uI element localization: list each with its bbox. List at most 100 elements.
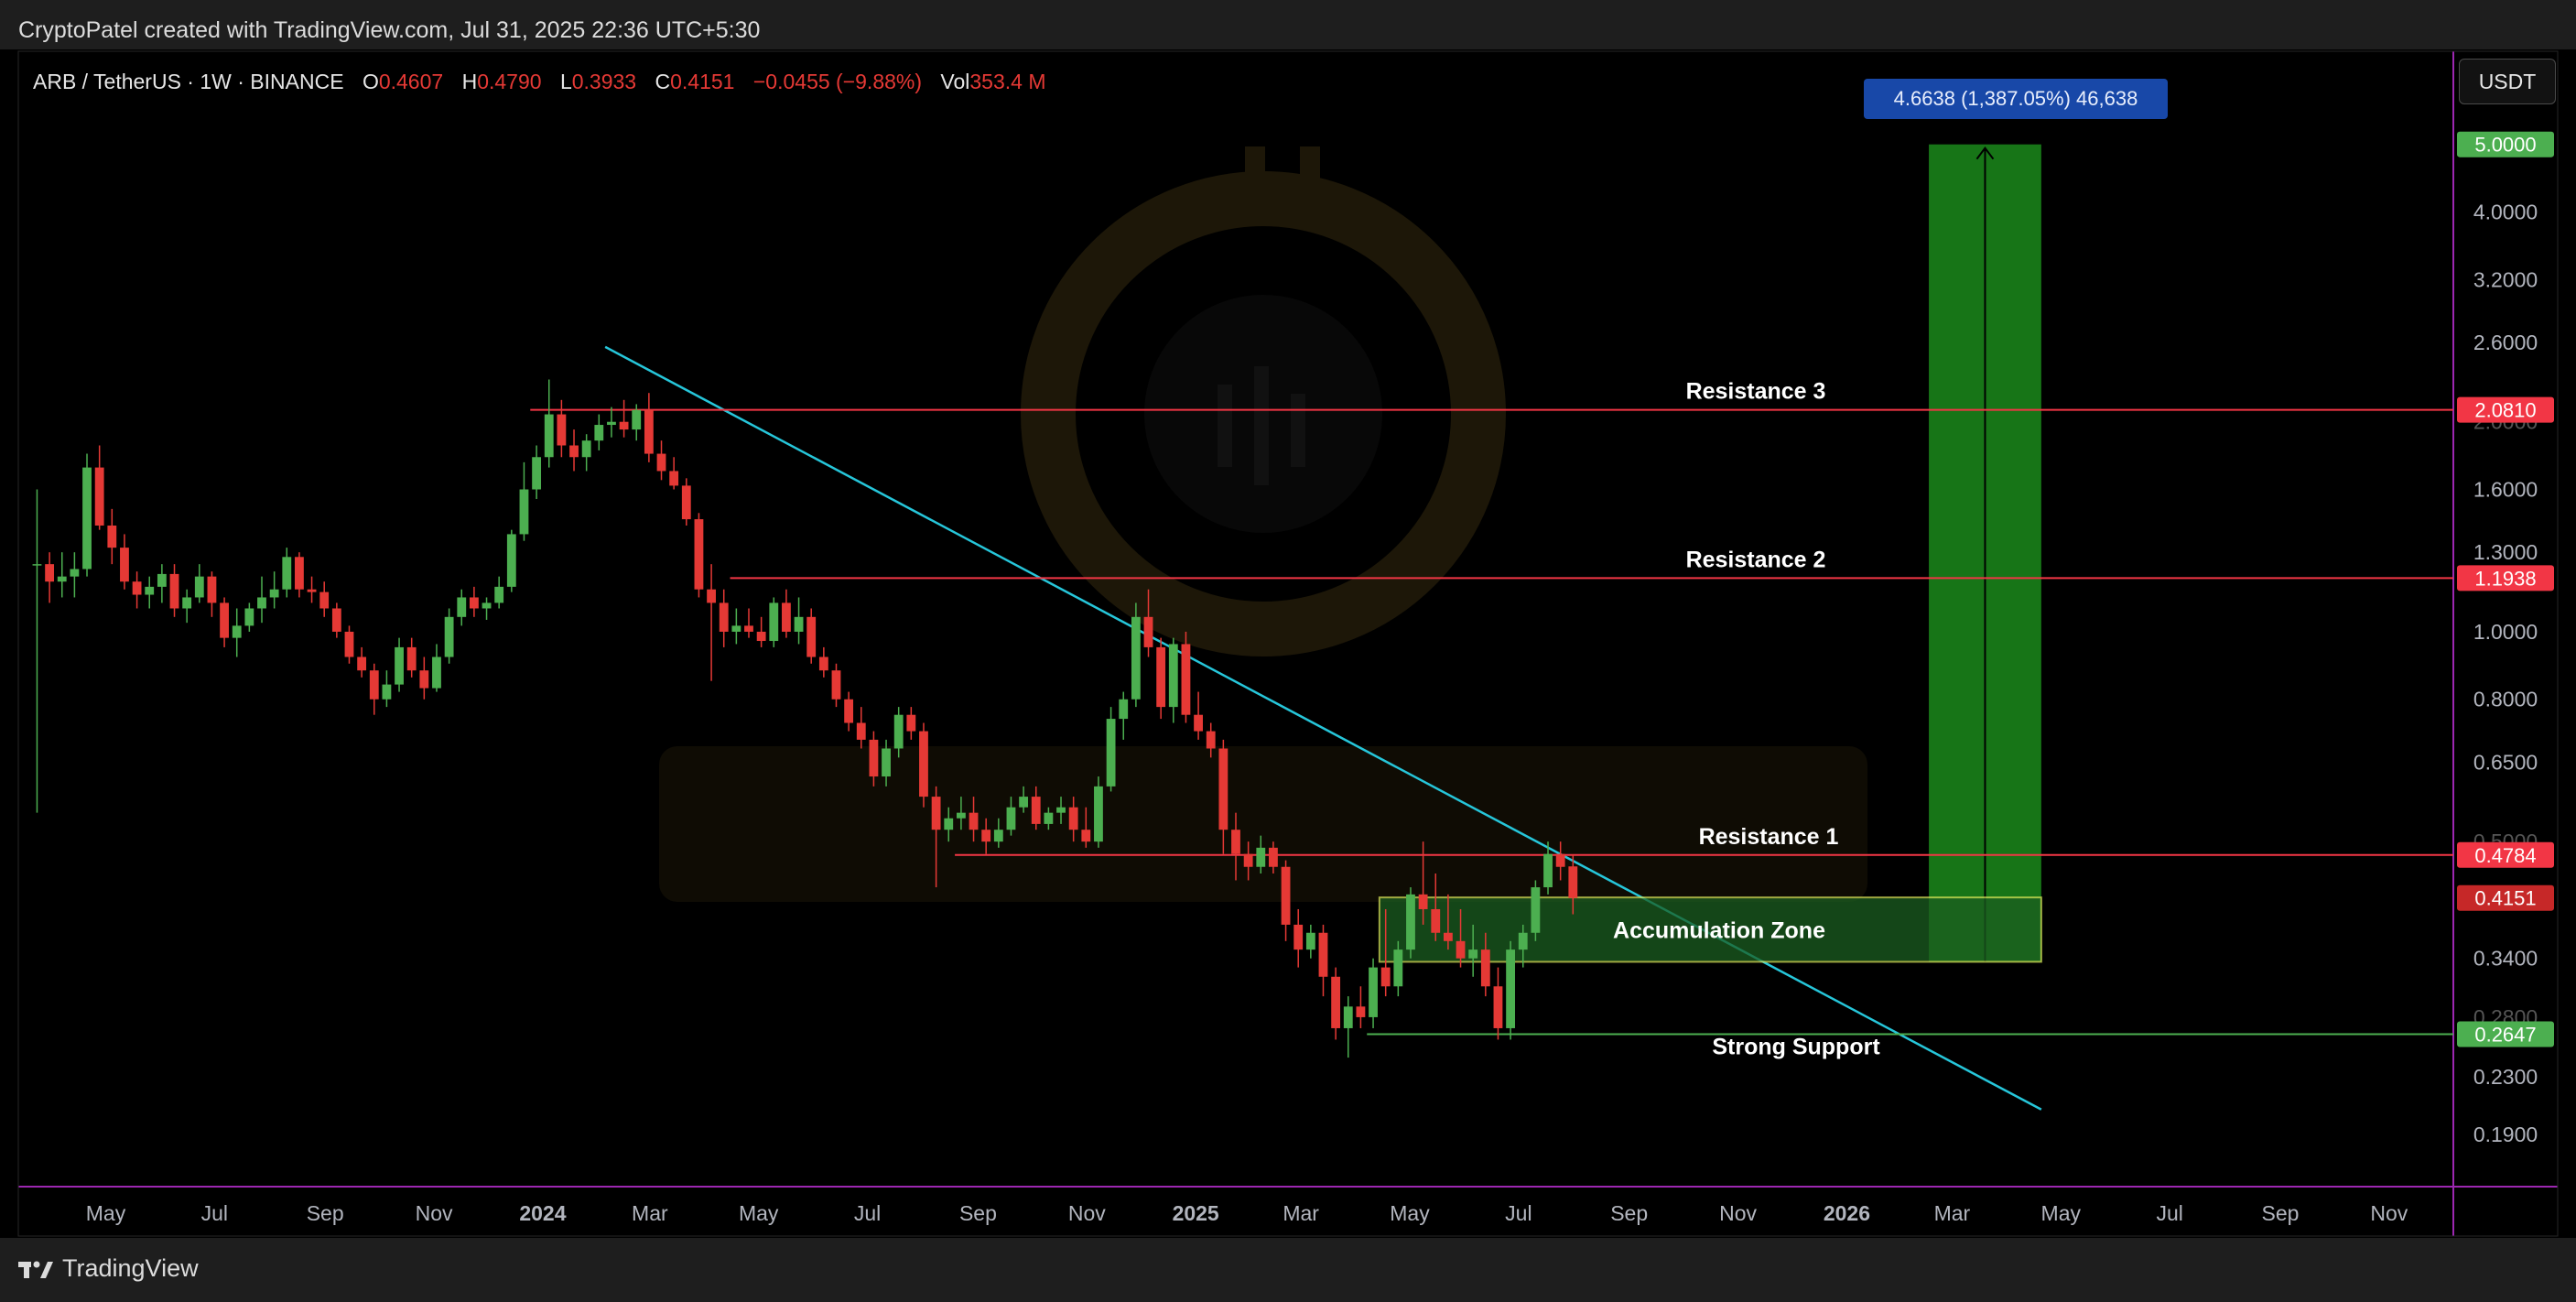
candle-body [532,457,542,490]
x-tick-label: Sep [959,1201,997,1225]
x-tick-label: May [2041,1201,2082,1225]
candle-body [157,573,167,587]
price-badge-label: 0.4784 [2474,844,2536,867]
candle-body [756,631,766,642]
x-tick-label: Mar [1283,1201,1319,1225]
candle-body [70,569,80,577]
candle-body [45,564,55,582]
candle-body [1369,967,1378,1017]
candle-body [1356,1006,1366,1017]
plot-frame [17,50,2559,1237]
candle-body [1281,866,1291,925]
price-badge-label: 0.2647 [2474,1024,2536,1047]
candle-body [1056,807,1066,813]
candle-body [232,625,242,638]
candle-body [1493,986,1503,1028]
tradingview-brand-text: TradingView [62,1254,199,1282]
tradingview-brand[interactable]: TradingView [18,1254,199,1283]
candle-body [194,576,204,598]
axis-layer: 4.00003.20002.60002.00001.60001.30001.00… [86,131,2554,1225]
candle-body [1406,894,1415,950]
candle-body [519,489,529,535]
candle-body [1456,940,1466,959]
candle-body [57,576,67,582]
y-tick-label: 1.0000 [2473,620,2538,644]
candle-body [944,818,954,830]
attribution-text: CryptoPatel created with TradingView.com… [18,17,761,43]
candle-body [457,597,467,617]
candle-body [1343,1006,1353,1028]
candle-body [132,581,142,595]
candle-body [856,722,866,740]
candle-body [719,602,729,632]
candle-body [581,440,591,458]
candle-body [1256,847,1266,867]
candle-body [331,608,341,632]
candle-body [1181,644,1191,715]
candle-body [1518,932,1528,950]
candle-body [969,812,979,830]
candle-body [319,591,330,609]
candle-body [1006,807,1016,830]
candle-body [494,586,504,603]
candle-body [993,830,1003,842]
trendline-layer [604,345,2042,1111]
y-tick-label: 0.8000 [2473,688,2538,711]
candle-layer [32,379,1578,1058]
x-tick-label: Jul [201,1201,228,1225]
candle-body [395,646,404,685]
x-tick-label: Nov [416,1201,453,1225]
high-label: H [461,70,478,93]
accumulation-zone-label: Accumulation Zone [1613,917,1825,943]
candle-body [82,467,92,570]
candle-body [694,519,704,590]
x-tick-label: Nov [1719,1201,1757,1225]
tradingview-logo-icon [18,1261,53,1278]
level-label: Resistance 3 [1686,379,1826,405]
candle-body [1206,731,1216,749]
x-tick-label: 2026 [1824,1201,1870,1225]
candle-body [220,602,229,638]
zone-layer: Accumulation Zone [1378,896,2042,963]
symbol-name[interactable]: ARB / TetherUS · 1W · BINANCE [33,70,344,93]
x-tick-label: May [739,1201,779,1225]
level-label: Resistance 2 [1686,547,1826,572]
x-tick-label: Mar [1934,1201,1971,1225]
measure-layer [1929,144,2041,962]
candle-body [269,589,279,598]
low-label: L [559,70,572,93]
candle-body [1031,797,1041,824]
candle-body [382,684,392,700]
x-tick-label: 2025 [1173,1201,1219,1225]
close-label: C [655,70,671,93]
level-label: Strong Support [1712,1035,1880,1060]
candle-body [1480,949,1490,987]
candle-body [769,602,779,642]
candle-body [1106,719,1116,787]
price-badge [2457,565,2554,591]
x-tick-label: Sep [1610,1201,1648,1225]
candle-body [544,414,554,458]
price-badge-label: 0.4151 [2474,887,2536,910]
candle-body [1305,932,1315,950]
candle-body [482,602,492,609]
candle-body [1119,699,1129,720]
candle-body [1431,908,1441,933]
candle-body [1468,949,1478,959]
candle-body [782,602,791,632]
candle-body [369,670,379,700]
x-tick-label: Nov [1068,1201,1106,1225]
y-tick-label: 1.6000 [2473,478,2538,502]
candle-body [357,656,367,671]
y-tick-label: 2.6000 [2473,331,2538,354]
y-tick-label: 3.2000 [2473,267,2538,291]
currency-button[interactable]: USDT [2459,59,2556,104]
y-tick-label: 0.2300 [2473,1065,2538,1089]
x-tick-label: 2024 [519,1201,566,1225]
measure-arrowhead [1975,146,1995,160]
candle-body [506,534,516,587]
price-badge [2457,1021,2554,1047]
candle-body [1418,894,1428,909]
candle-body [32,564,42,566]
